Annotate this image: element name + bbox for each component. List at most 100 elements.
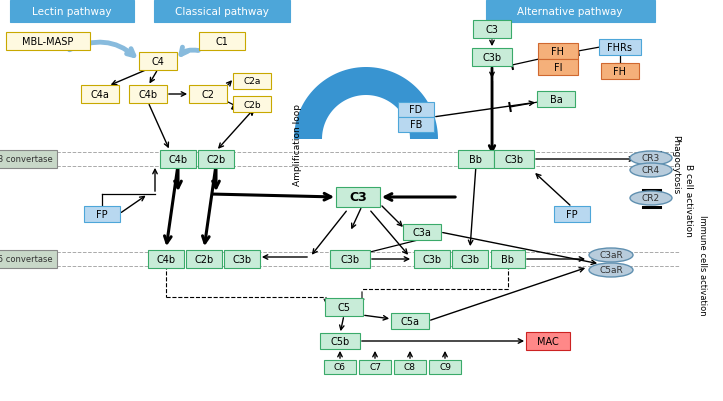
Text: Phagocytosis: Phagocytosis [672,135,680,194]
FancyBboxPatch shape [139,53,177,71]
Text: C3b: C3b [422,254,442,264]
FancyBboxPatch shape [233,97,271,113]
Text: C3aR: C3aR [599,251,623,260]
Text: C3b: C3b [232,254,252,264]
Text: C2a: C2a [244,77,261,86]
FancyBboxPatch shape [325,298,363,316]
Text: CR2: CR2 [642,194,660,203]
Text: C4b: C4b [138,90,158,100]
FancyBboxPatch shape [473,21,511,39]
FancyArrowPatch shape [181,48,198,55]
FancyBboxPatch shape [601,64,639,80]
FancyBboxPatch shape [414,250,450,268]
FancyBboxPatch shape [189,86,227,104]
Text: C2b: C2b [194,254,213,264]
Text: C5b: C5b [330,336,350,346]
Text: C3b: C3b [505,155,523,164]
Text: Classical pathway: Classical pathway [175,7,269,17]
FancyBboxPatch shape [129,86,167,104]
Text: MAC: MAC [537,336,559,346]
Text: C3 convertase: C3 convertase [0,155,52,164]
FancyBboxPatch shape [491,250,525,268]
Text: C5: C5 [338,302,351,312]
FancyBboxPatch shape [398,102,434,117]
Text: C4b: C4b [156,254,176,264]
Text: CR3: CR3 [642,154,660,163]
FancyBboxPatch shape [186,250,222,268]
FancyBboxPatch shape [233,74,271,90]
Text: C3a: C3a [413,227,432,237]
FancyBboxPatch shape [472,49,512,67]
FancyBboxPatch shape [160,151,196,168]
Text: FP: FP [566,209,578,219]
Text: C4: C4 [152,57,164,67]
Text: C5aR: C5aR [599,266,623,275]
FancyBboxPatch shape [526,332,570,350]
Text: MBL-MASP: MBL-MASP [22,37,74,47]
Text: Bb: Bb [469,155,482,164]
Text: Ba: Ba [549,95,562,105]
FancyBboxPatch shape [198,151,234,168]
Text: Bb: Bb [502,254,515,264]
Ellipse shape [630,152,672,166]
Text: FP: FP [96,209,108,219]
FancyBboxPatch shape [148,250,184,268]
Text: C3b: C3b [482,53,502,63]
FancyBboxPatch shape [6,33,90,51]
FancyArrowPatch shape [69,43,134,57]
Text: C4b: C4b [168,155,187,164]
Text: C2: C2 [202,90,215,100]
FancyBboxPatch shape [486,1,654,23]
FancyBboxPatch shape [458,151,494,168]
FancyBboxPatch shape [154,1,290,23]
Text: FD: FD [409,105,423,115]
FancyBboxPatch shape [538,60,578,76]
FancyBboxPatch shape [10,1,134,23]
FancyBboxPatch shape [599,40,641,56]
Text: C2b: C2b [206,155,226,164]
Text: C6: C6 [334,363,346,372]
Text: FH: FH [614,67,627,77]
Text: Lectin pathway: Lectin pathway [33,7,112,17]
FancyBboxPatch shape [330,250,370,268]
Text: C7: C7 [369,363,381,372]
Text: C1: C1 [215,37,228,47]
FancyBboxPatch shape [199,33,245,51]
Text: C5a: C5a [401,316,419,326]
Text: C3: C3 [486,25,498,35]
FancyBboxPatch shape [394,360,426,374]
FancyBboxPatch shape [403,225,441,241]
FancyBboxPatch shape [452,250,488,268]
Text: C3: C3 [349,191,367,204]
Text: Alternative pathway: Alternative pathway [517,7,623,17]
Text: B cell activation: B cell activation [685,163,693,236]
FancyBboxPatch shape [537,92,575,108]
Text: C3b: C3b [341,254,359,264]
Text: FB: FB [410,120,422,130]
Text: C9: C9 [439,363,451,372]
Text: Immune cells activation: Immune cells activation [698,214,708,314]
FancyBboxPatch shape [84,207,120,223]
PathPatch shape [294,68,458,140]
Ellipse shape [630,164,672,178]
FancyBboxPatch shape [359,360,391,374]
Text: C5 convertase: C5 convertase [0,255,52,264]
FancyBboxPatch shape [494,151,534,168]
Ellipse shape [589,248,633,262]
FancyBboxPatch shape [391,313,429,329]
FancyBboxPatch shape [538,44,578,60]
Text: C8: C8 [404,363,416,372]
FancyBboxPatch shape [324,360,356,374]
Text: FH: FH [552,47,565,57]
FancyBboxPatch shape [0,250,57,268]
FancyBboxPatch shape [0,151,57,168]
FancyBboxPatch shape [398,117,434,132]
FancyBboxPatch shape [429,360,461,374]
FancyBboxPatch shape [81,86,119,104]
FancyBboxPatch shape [224,250,260,268]
Text: FI: FI [554,63,562,73]
FancyBboxPatch shape [336,188,380,207]
FancyBboxPatch shape [554,207,590,223]
Text: C3b: C3b [461,254,479,264]
FancyBboxPatch shape [320,333,360,349]
